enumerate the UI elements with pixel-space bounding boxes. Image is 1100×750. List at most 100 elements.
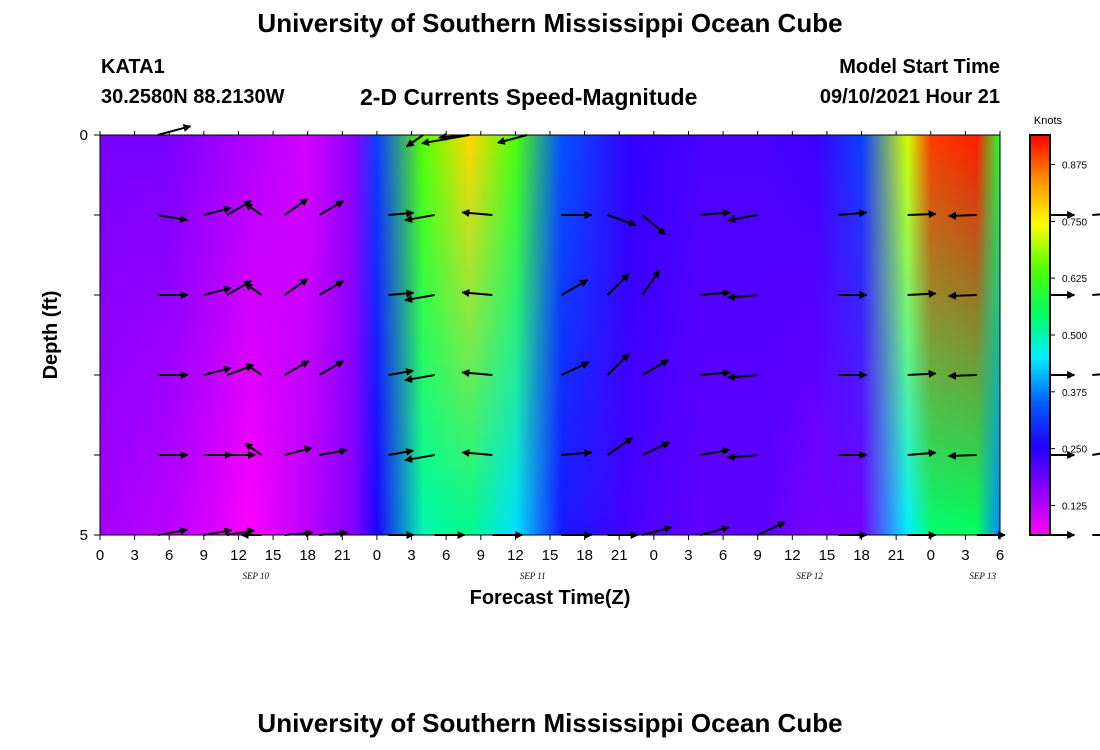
current-vector — [606, 273, 630, 296]
current-vector — [388, 209, 415, 218]
current-vector — [907, 289, 937, 298]
x-tick-label: 6 — [996, 547, 1004, 564]
current-vector — [244, 362, 263, 376]
colorbar-label: Knots — [1034, 115, 1063, 127]
colorbar-tick-label: 0.250 — [1062, 445, 1087, 456]
current-vector — [157, 214, 189, 223]
current-vector — [641, 214, 667, 236]
x-tick-label: 9 — [754, 547, 762, 564]
current-vector — [318, 200, 345, 216]
date-label: SEP 10 — [242, 571, 269, 581]
x-tick-label: 3 — [684, 547, 692, 564]
colorbar-tick-label: 0.875 — [1062, 161, 1087, 172]
current-vector — [641, 359, 670, 376]
current-vector — [947, 291, 977, 300]
current-vector — [642, 525, 673, 536]
x-tick-label: 0 — [96, 547, 104, 564]
colorbar-tick-label: 0.375 — [1062, 388, 1087, 399]
colorbar-tick-label: 0.500 — [1062, 331, 1087, 342]
colorbar-gradient — [1029, 134, 1051, 536]
model-start-value: 09/10/2021 Hour 21 — [819, 86, 1000, 108]
current-vector — [947, 211, 977, 220]
current-vector — [699, 289, 731, 297]
model-start-label: Model Start Time — [839, 56, 1000, 78]
current-vector — [404, 374, 435, 383]
current-vector — [284, 198, 309, 216]
x-tick-label: 9 — [477, 547, 485, 564]
current-vector — [699, 447, 731, 456]
current-vector — [404, 294, 435, 303]
x-tick-label: 15 — [819, 547, 836, 564]
x-tick-label: 3 — [961, 547, 969, 564]
current-vector — [388, 447, 415, 456]
current-vector — [907, 449, 937, 458]
current-vector — [496, 134, 528, 145]
heatmap-surface-layer — [100, 135, 1000, 535]
date-label: SEP 13 — [969, 571, 996, 581]
current-vector — [1092, 293, 1100, 296]
x-tick-label: 18 — [299, 547, 316, 564]
current-vector — [284, 278, 309, 296]
plot-area — [100, 135, 1000, 535]
current-vector — [404, 214, 435, 223]
current-vector — [907, 210, 937, 219]
current-vector — [461, 209, 493, 217]
current-vector — [606, 353, 630, 376]
current-vector — [388, 289, 415, 298]
current-vector — [461, 449, 493, 457]
y-axis-title: Depth (ft) — [40, 291, 62, 380]
current-vector — [404, 454, 435, 463]
current-vector — [607, 214, 637, 227]
footer-title: University of Southern Mississippi Ocean… — [257, 708, 843, 738]
colorbar: Knots 0.125 0.250 0.375 0.500 0.625 0.750 0.87… — [1029, 115, 1087, 536]
current-vector — [561, 279, 589, 296]
main-title: University of Southern Mississippi Ocean… — [257, 8, 843, 38]
x-tick-label: 0 — [927, 547, 935, 564]
current-vector — [641, 441, 671, 456]
x-tick-label: 3 — [407, 547, 415, 564]
x-tick-label: 15 — [265, 547, 282, 564]
product-title: 2-D Currents Speed-Magnitude — [360, 84, 698, 110]
date-label: SEP 12 — [796, 571, 823, 581]
current-vector — [461, 369, 493, 377]
current-vector — [388, 367, 415, 376]
current-vector — [726, 453, 758, 461]
x-tick-label: 12 — [784, 547, 801, 564]
current-vector — [947, 451, 977, 460]
current-vector — [319, 447, 348, 456]
current-vector — [699, 525, 730, 536]
colorbar-tick-label: 0.750 — [1062, 217, 1087, 228]
current-vector — [203, 365, 232, 376]
current-vector — [157, 124, 192, 136]
current-vector — [318, 360, 345, 376]
x-axis-title: Forecast Time(Z) — [470, 587, 631, 609]
colorbar-tick-label: 0.125 — [1062, 501, 1087, 512]
x-tick-label: 0 — [650, 547, 658, 564]
current-vector — [1092, 452, 1100, 456]
x-tick-label: 21 — [888, 547, 905, 564]
station-id: KATA1 — [101, 56, 165, 78]
axes-layer: 0 3 6 9 12 15 18 21 0 3 6 9 12 15 18 21 0 3 6 9 12 15 18 21 0 3 6S… — [80, 127, 1005, 581]
current-vector — [727, 214, 758, 223]
x-tick-label: 18 — [853, 547, 870, 564]
current-vector — [284, 445, 313, 456]
current-vector — [641, 269, 661, 296]
current-vector — [699, 209, 731, 217]
x-tick-label: 21 — [611, 547, 628, 564]
current-vector — [561, 449, 593, 457]
x-tick-label: 15 — [542, 547, 559, 564]
current-vector — [244, 442, 263, 456]
current-vector — [203, 285, 232, 296]
colorbar-tick-label: 0.625 — [1062, 274, 1087, 285]
x-tick-label: 12 — [507, 547, 524, 564]
current-vector — [203, 205, 232, 216]
x-tick-label: 21 — [334, 547, 351, 564]
current-vector — [244, 202, 263, 216]
current-vector — [318, 280, 345, 296]
current-vector — [947, 371, 977, 380]
y-tick-label: 0 — [80, 127, 88, 144]
current-vector — [838, 209, 868, 218]
current-vector — [157, 527, 189, 536]
current-vector — [561, 361, 590, 376]
